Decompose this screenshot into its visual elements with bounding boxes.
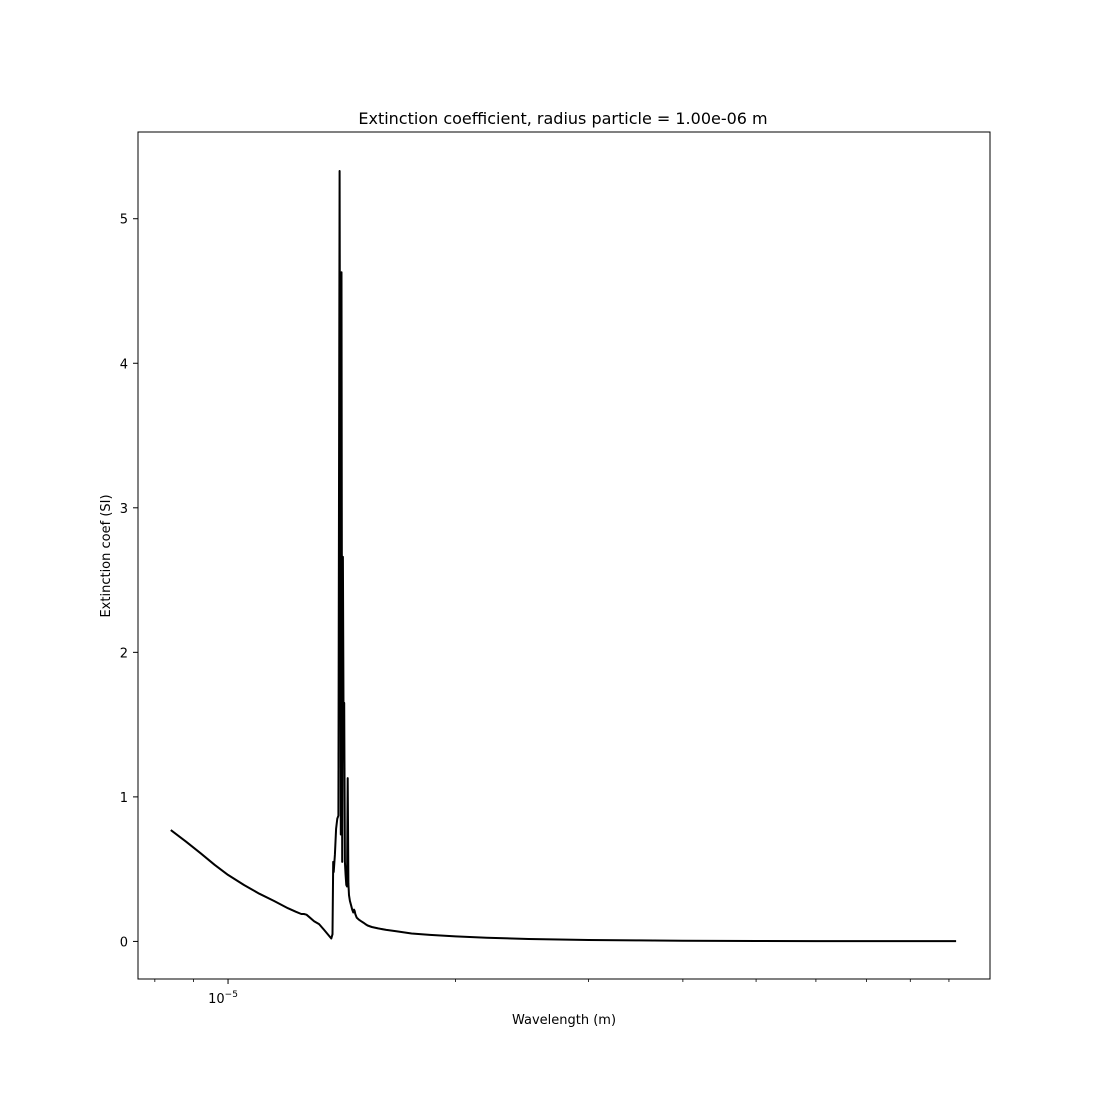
y-tick-label: 5: [120, 213, 128, 228]
y-tick-label: 3: [120, 502, 128, 517]
plot-area: [170, 170, 957, 943]
y-tick-label: 4: [120, 357, 128, 372]
x-axis-label: Wavelength (m): [512, 1013, 616, 1028]
plot-frame: [137, 131, 991, 980]
y-axis-ticks: 0 1 2 3 4 5: [120, 213, 138, 950]
y-tick-label: 2: [120, 646, 128, 661]
y-tick-label: 0: [120, 935, 128, 950]
chart-title: Extinction coefficient, radius particle …: [358, 109, 767, 128]
x-axis-ticks: 10−5: [154, 979, 950, 1007]
y-axis-label: Extinction coef (SI): [99, 494, 114, 617]
x-tick-label: 10−5: [208, 990, 238, 1007]
series-line: [170, 170, 957, 943]
y-tick-label: 1: [120, 791, 128, 806]
